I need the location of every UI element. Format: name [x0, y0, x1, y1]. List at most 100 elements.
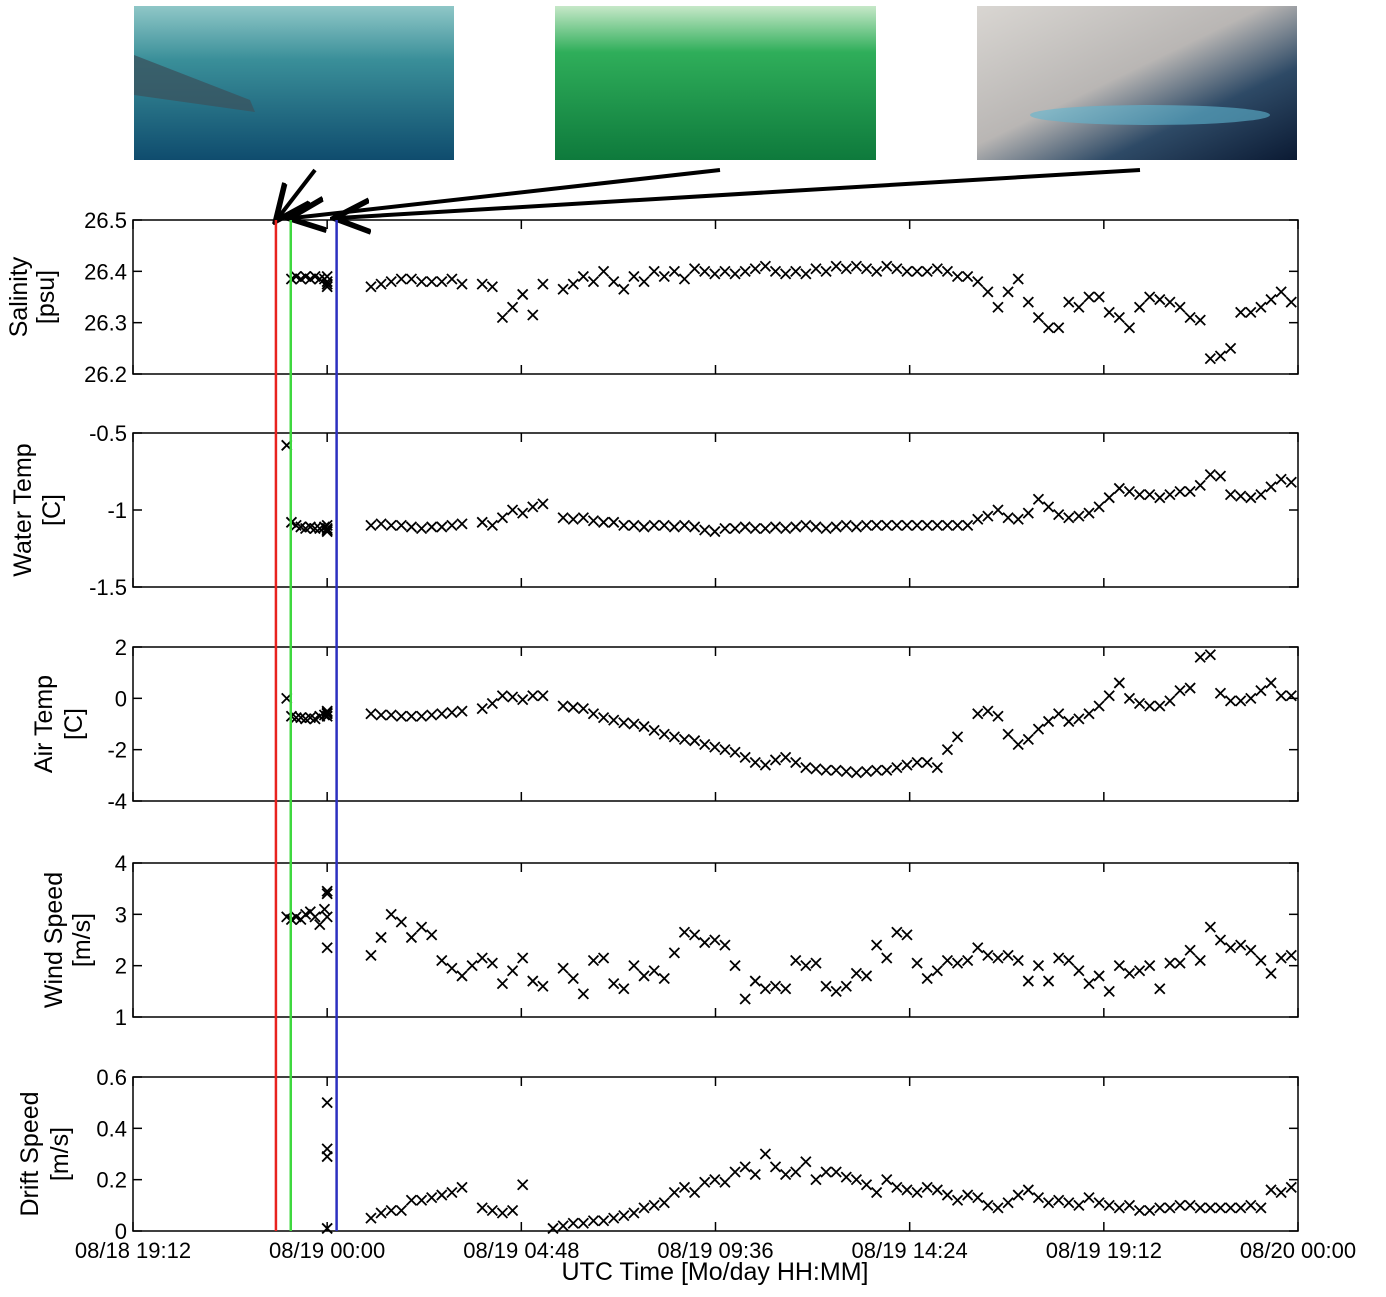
point [405, 1194, 418, 1206]
point [921, 519, 933, 532]
point [982, 286, 994, 298]
point [779, 983, 792, 995]
point [719, 744, 731, 756]
y-tick-label: -1.5 [89, 575, 127, 600]
point [1042, 975, 1055, 987]
point [517, 952, 529, 964]
point [759, 983, 772, 995]
point [628, 718, 640, 730]
point [1093, 501, 1105, 513]
point [941, 954, 954, 967]
point [1164, 488, 1176, 501]
point [608, 516, 620, 528]
point [321, 525, 333, 538]
point [790, 521, 802, 533]
point [982, 705, 994, 717]
y-tick-label: 1 [115, 1005, 127, 1030]
point [658, 1197, 670, 1209]
point [1022, 507, 1034, 519]
point [375, 709, 387, 721]
point [891, 761, 903, 774]
point [618, 283, 630, 295]
point [1083, 291, 1095, 303]
point [881, 1174, 893, 1186]
point [921, 756, 933, 769]
point [436, 954, 448, 967]
point [1184, 311, 1196, 324]
point [1154, 700, 1166, 712]
point [1103, 492, 1115, 504]
point [759, 260, 772, 272]
photo [977, 6, 1297, 160]
point [901, 1184, 913, 1196]
point [1184, 682, 1196, 694]
point [1285, 690, 1297, 702]
point [321, 278, 333, 290]
point [597, 265, 610, 277]
point [972, 513, 984, 525]
point [517, 507, 529, 519]
point [395, 1204, 407, 1217]
point [597, 711, 610, 724]
point [1174, 485, 1186, 498]
point [1002, 949, 1014, 962]
point [1224, 695, 1237, 707]
point [800, 761, 812, 774]
point [415, 522, 428, 535]
point [870, 1186, 883, 1199]
point [739, 521, 751, 533]
point [739, 751, 751, 764]
point [587, 1215, 600, 1227]
point [496, 512, 509, 524]
point [1285, 296, 1297, 308]
y-tick-label: 3 [115, 902, 127, 927]
point [1083, 708, 1095, 720]
point [496, 1207, 509, 1219]
point [318, 903, 331, 915]
point [901, 265, 913, 277]
point [729, 960, 741, 972]
point [375, 518, 387, 530]
point [1022, 733, 1034, 746]
point [860, 970, 873, 982]
point [1073, 713, 1085, 725]
point [1174, 1199, 1186, 1211]
point [800, 960, 812, 972]
point [1093, 291, 1105, 303]
point [365, 281, 377, 293]
y-tick-label: 0.4 [96, 1116, 127, 1141]
point [365, 1212, 377, 1224]
point [496, 690, 509, 702]
point [1164, 695, 1176, 707]
point [1194, 651, 1206, 663]
plot-frame [132, 646, 1299, 802]
point [638, 1202, 650, 1214]
x-axis-label: UTC Time [Mo/day HH:MM] [562, 1258, 869, 1286]
point [1103, 306, 1115, 319]
point [668, 947, 681, 959]
point [517, 288, 529, 301]
point [1053, 1194, 1065, 1206]
point [1174, 684, 1186, 697]
point [1113, 482, 1125, 495]
plot-frame [132, 219, 1299, 375]
point [446, 519, 458, 532]
panel: 26.2 26.3 26.4 26.5 Salinity [psu] [5, 208, 1299, 387]
point [1123, 485, 1136, 498]
photo-detail [134, 55, 255, 112]
point [931, 761, 943, 774]
point [779, 1168, 792, 1181]
panel: 1 2 3 4 Wind Speed [m/s] [40, 851, 1299, 1030]
point [1154, 983, 1166, 995]
point [769, 521, 782, 533]
point [729, 1166, 741, 1178]
point [1123, 1199, 1136, 1211]
point [385, 1204, 397, 1217]
point [840, 519, 852, 532]
point [1042, 501, 1055, 513]
point [901, 929, 913, 941]
y-tick-label: 4 [115, 851, 127, 876]
point [992, 710, 1004, 722]
point [870, 764, 883, 776]
point [911, 756, 923, 769]
